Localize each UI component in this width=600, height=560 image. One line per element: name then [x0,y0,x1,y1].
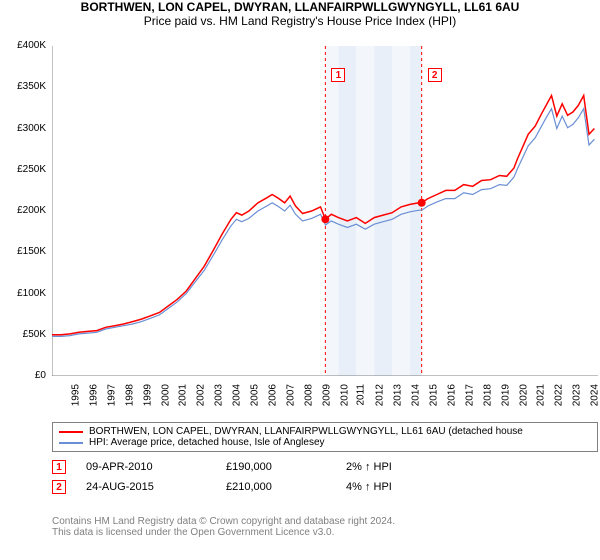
sale-delta: 2% ↑ HPI [346,461,392,473]
x-tick-label: 2007 [285,384,296,406]
x-tick-label: 1996 [88,384,99,406]
legend-label: BORTHWEN, LON CAPEL, DWYRAN, LLANFAIRPWL… [89,426,523,437]
sale-date: 09-APR-2010 [86,461,206,473]
x-tick-label: 2018 [482,384,493,406]
y-tick-label: £0 [2,370,46,381]
x-tick-label: 2020 [518,384,529,406]
x-tick-label: 1995 [70,384,81,406]
x-tick-label: 2017 [464,384,475,406]
sale-price: £190,000 [226,461,326,473]
legend-swatch [59,442,83,444]
y-tick-label: £350K [2,81,46,92]
sale-row: 2 24-AUG-2015 £210,000 4% ↑ HPI [52,480,392,494]
y-tick-label: £50K [2,329,46,340]
y-tick-label: £200K [2,205,46,216]
x-tick-label: 2021 [536,384,547,406]
sales-table: 1 09-APR-2010 £190,000 2% ↑ HPI 2 24-AUG-2015… [52,460,392,500]
chart-marker: 2 [428,68,442,82]
legend-label: HPI: Average price, detached house, Isle… [89,437,325,448]
x-tick-label: 1999 [142,384,153,406]
x-tick-label: 2004 [231,384,242,406]
x-tick-label: 1997 [106,384,117,406]
x-tick-label: 2016 [446,384,457,406]
plot-area [52,46,598,376]
y-tick-label: £300K [2,123,46,134]
legend-item: HPI: Average price, detached house, Isle… [59,437,591,448]
x-tick-label: 2000 [160,384,171,406]
y-tick-label: £250K [2,164,46,175]
x-tick-label: 2009 [321,384,332,406]
x-tick-label: 2013 [392,384,403,406]
legend: BORTHWEN, LON CAPEL, DWYRAN, LLANFAIRPWL… [52,422,598,452]
sale-price: £210,000 [226,481,326,493]
y-tick-label: £400K [2,40,46,51]
sale-marker: 1 [52,460,66,474]
footer-line-1: Contains HM Land Registry data © Crown c… [52,516,395,527]
sale-row: 1 09-APR-2010 £190,000 2% ↑ HPI [52,460,392,474]
x-tick-label: 2015 [428,384,439,406]
x-tick-label: 2022 [554,384,565,406]
x-tick-label: 2008 [303,384,314,406]
sale-delta: 4% ↑ HPI [346,481,392,493]
x-tick-label: 2005 [249,384,260,406]
x-tick-label: 1998 [124,384,135,406]
x-tick-label: 2023 [571,384,582,406]
footer: Contains HM Land Registry data © Crown c… [52,516,395,538]
footer-line-2: This data is licensed under the Open Gov… [52,527,395,538]
x-tick-label: 2010 [339,384,350,406]
chart-subtitle: Price paid vs. HM Land Registry's House … [0,14,600,28]
x-tick-label: 2019 [500,384,511,406]
chart-area: 1995199619971998199920002001200220032004… [52,46,598,376]
chart-marker: 1 [331,68,345,82]
x-tick-label: 2014 [410,384,421,406]
y-tick-label: £100K [2,288,46,299]
plot-svg [52,46,598,376]
x-tick-label: 2024 [589,384,600,406]
x-tick-label: 2002 [196,384,207,406]
legend-swatch [59,431,83,433]
x-tick-label: 2003 [213,384,224,406]
x-tick-label: 2011 [356,384,367,406]
x-tick-label: 2001 [178,384,189,406]
chart-title: BORTHWEN, LON CAPEL, DWYRAN, LLANFAIRPWL… [0,0,600,14]
sale-date: 24-AUG-2015 [86,481,206,493]
x-tick-label: 2012 [375,384,386,406]
sale-marker: 2 [52,480,66,494]
y-tick-label: £150K [2,246,46,257]
x-tick-label: 2006 [267,384,278,406]
legend-item: BORTHWEN, LON CAPEL, DWYRAN, LLANFAIRPWL… [59,426,591,437]
